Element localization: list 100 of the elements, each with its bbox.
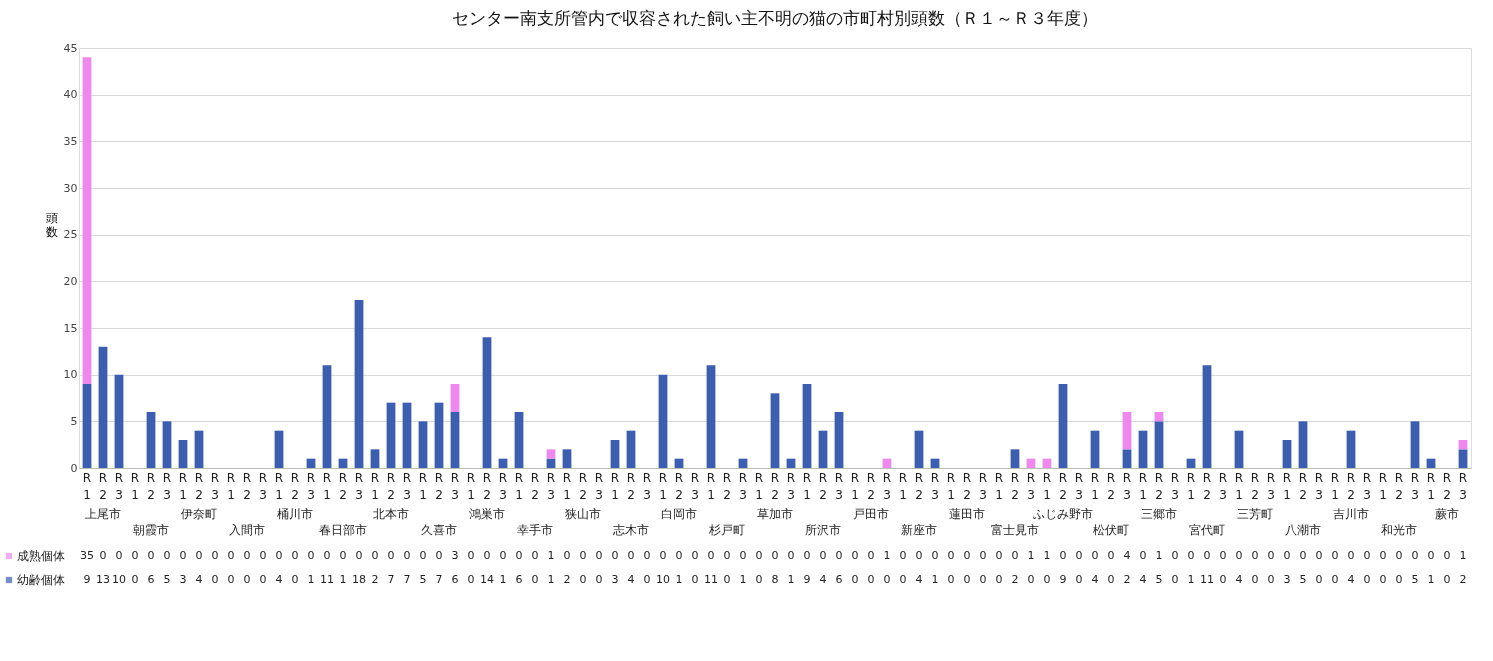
x-tick-label: R2 <box>290 470 300 502</box>
data-label: 9 <box>83 573 91 586</box>
x-tick-label: R3 <box>498 470 508 502</box>
data-label: 0 <box>435 549 443 562</box>
data-label: 2 <box>1011 573 1019 586</box>
text: 和光市 <box>1381 523 1417 537</box>
data-label: 0 <box>1075 549 1083 562</box>
x-tick-label: R2 <box>434 470 444 502</box>
text: 戸田市 <box>853 507 889 521</box>
data-label: 4 <box>1091 573 1099 586</box>
data-label: 0 <box>1075 573 1083 586</box>
x-tick-label: R3 <box>306 470 316 502</box>
x-tick-label: R2 <box>914 470 924 502</box>
text: 蕨市 <box>1435 507 1459 521</box>
data-label: 0 <box>1427 549 1435 562</box>
text: 杉戸町 <box>708 523 745 537</box>
data-label: 0 <box>1059 549 1067 562</box>
data-label: 0 <box>691 549 699 562</box>
text: 久喜市 <box>421 523 457 537</box>
data-label: 0 <box>627 549 635 562</box>
x-tick-label: R2 <box>1442 470 1452 502</box>
data-label: 5 <box>419 573 427 586</box>
data-label: 0 <box>675 549 683 562</box>
text: 吉川市 <box>1333 507 1369 521</box>
data-label: 5 <box>1411 573 1419 586</box>
text: 上尾市 <box>85 507 121 521</box>
bar <box>626 430 636 468</box>
data-label: 0 <box>899 573 907 586</box>
x-tick-label: R1 <box>898 470 908 502</box>
x-tick-label: R3 <box>1314 470 1324 502</box>
text: 春日部市 <box>319 523 367 537</box>
data-label: 0 <box>339 549 347 562</box>
x-tick-label: R2 <box>98 470 108 502</box>
x-tick-label: R1 <box>466 470 476 502</box>
x-tick-label: R3 <box>834 470 844 502</box>
x-tick-label: R1 <box>1426 470 1436 502</box>
y-tick-label: 45 <box>63 41 78 55</box>
data-label: 0 <box>1219 549 1227 562</box>
data-label: 0 <box>131 573 139 586</box>
data-label: 0 <box>691 573 699 586</box>
data-label: 0 <box>1171 573 1179 586</box>
data-label: 3 <box>179 573 187 586</box>
data-label: 0 <box>979 549 987 562</box>
data-label: 4 <box>819 573 827 586</box>
data-label: 0 <box>147 549 155 562</box>
bar <box>1458 449 1468 468</box>
x-tick-label: R2 <box>1346 470 1356 502</box>
x-tick-label: R2 <box>1058 470 1068 502</box>
data-label: 0 <box>211 549 219 562</box>
data-label: 0 <box>1363 549 1371 562</box>
data-label: 4 <box>275 573 283 586</box>
x-tick-label: R3 <box>114 470 124 502</box>
text: 新座市 <box>901 523 937 537</box>
data-label: 0 <box>1315 573 1323 586</box>
data-label: 0 <box>723 549 731 562</box>
x-tick-label: R1 <box>418 470 428 502</box>
x-tick-label: R2 <box>1202 470 1212 502</box>
x-tick-label: R1 <box>226 470 236 502</box>
x-tick-label: R2 <box>818 470 828 502</box>
data-label: 0 <box>739 549 747 562</box>
data-label: 0 <box>403 549 411 562</box>
data-label: 6 <box>147 573 155 586</box>
x-tick-label: R3 <box>882 470 892 502</box>
x-tick-label: R1 <box>658 470 668 502</box>
data-label: 0 <box>243 549 251 562</box>
x-tick-label: R1 <box>1042 470 1052 502</box>
bar <box>114 374 124 468</box>
bar <box>1234 430 1244 468</box>
y-tick-label: 30 <box>63 181 78 195</box>
bar <box>274 430 284 468</box>
data-label: 0 <box>1139 549 1147 562</box>
data-label: 1 <box>547 549 555 562</box>
x-tick-label: R1 <box>1186 470 1196 502</box>
bar <box>1282 440 1292 468</box>
data-label: 0 <box>787 549 795 562</box>
bar <box>1138 430 1148 468</box>
chart-title: センター南支所管内で収容された飼い主不明の猫の市町村別頭数（Ｒ１～Ｒ３年度） <box>452 8 1098 28</box>
bar <box>562 449 572 468</box>
bar <box>818 430 828 468</box>
data-label: 0 <box>1315 549 1323 562</box>
data-label: 0 <box>947 573 955 586</box>
x-tick-label: R3 <box>162 470 172 502</box>
data-label: 0 <box>387 549 395 562</box>
data-label: 0 <box>163 549 171 562</box>
data-label: 11 <box>1200 573 1214 586</box>
x-tick-label: R2 <box>626 470 636 502</box>
x-tick-label: R1 <box>514 470 524 502</box>
data-label: 0 <box>563 549 571 562</box>
data-label: 1 <box>883 549 891 562</box>
bar <box>1154 421 1164 468</box>
x-tick-label: R2 <box>146 470 156 502</box>
data-label: 1 <box>1043 549 1051 562</box>
data-label: 0 <box>467 573 475 586</box>
data-label: 0 <box>1347 549 1355 562</box>
data-label: 4 <box>1123 549 1131 562</box>
x-tick-label: R2 <box>338 470 348 502</box>
data-label: 7 <box>403 573 411 586</box>
data-label: 0 <box>1219 573 1227 586</box>
data-label: 0 <box>851 573 859 586</box>
bar <box>354 300 364 468</box>
